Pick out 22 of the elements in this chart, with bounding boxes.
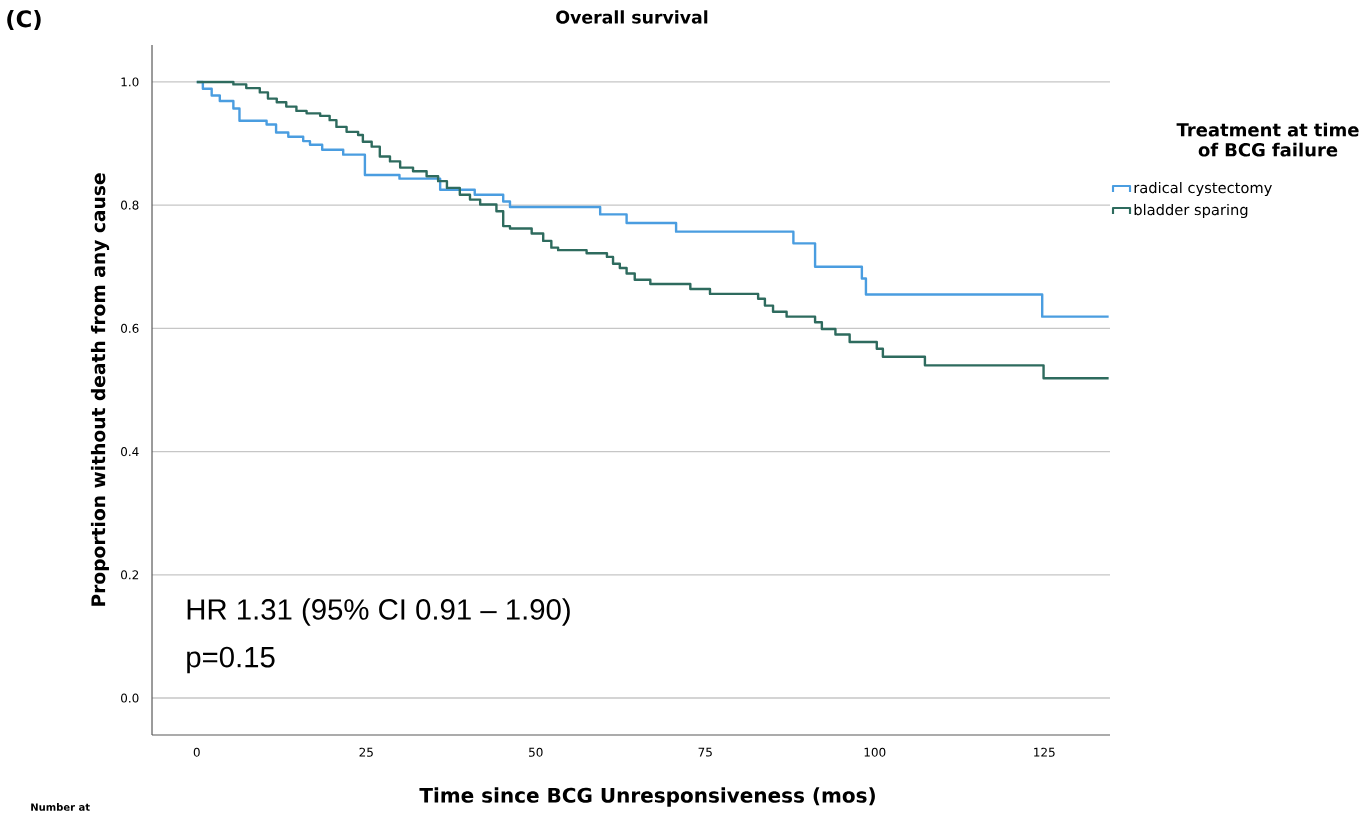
x-axis-title: Time since BCG Unresponsiveness (mos) [419, 787, 875, 807]
x-tick-label: 50 [529, 747, 543, 757]
text: (C) [7, 9, 41, 31]
legend-title: Treatment at time of BCG failure [1176, 122, 1359, 157]
y-tick-label: 0.2 [121, 570, 139, 580]
legend-label: bladder sparing [1134, 203, 1248, 219]
chart-title: Overall survival [556, 10, 708, 24]
y-tick-label: 0.8 [121, 200, 139, 210]
annotation: HR 1.31 (95% CI 0.91 – 1.90) [187, 598, 570, 626]
y-tick-label: 0.6 [121, 323, 139, 333]
y-tick-label: 0.0 [121, 693, 139, 703]
y-tick-label: 0.4 [121, 447, 139, 457]
x-tick-label: 75 [698, 747, 712, 757]
x-tick-label: 100 [864, 747, 886, 757]
y-axis-title: Proportion without death from any cause [90, 173, 110, 606]
legend-label: radical cystectomy [1134, 181, 1272, 197]
annotation: p=0.15 [187, 646, 275, 674]
x-tick-label: 25 [359, 747, 373, 757]
x-tick-label: 125 [1034, 747, 1055, 757]
y-tick-label: 1.0 [121, 77, 139, 87]
x-tick-label: 0 [193, 747, 200, 757]
text: Number at [31, 803, 90, 811]
